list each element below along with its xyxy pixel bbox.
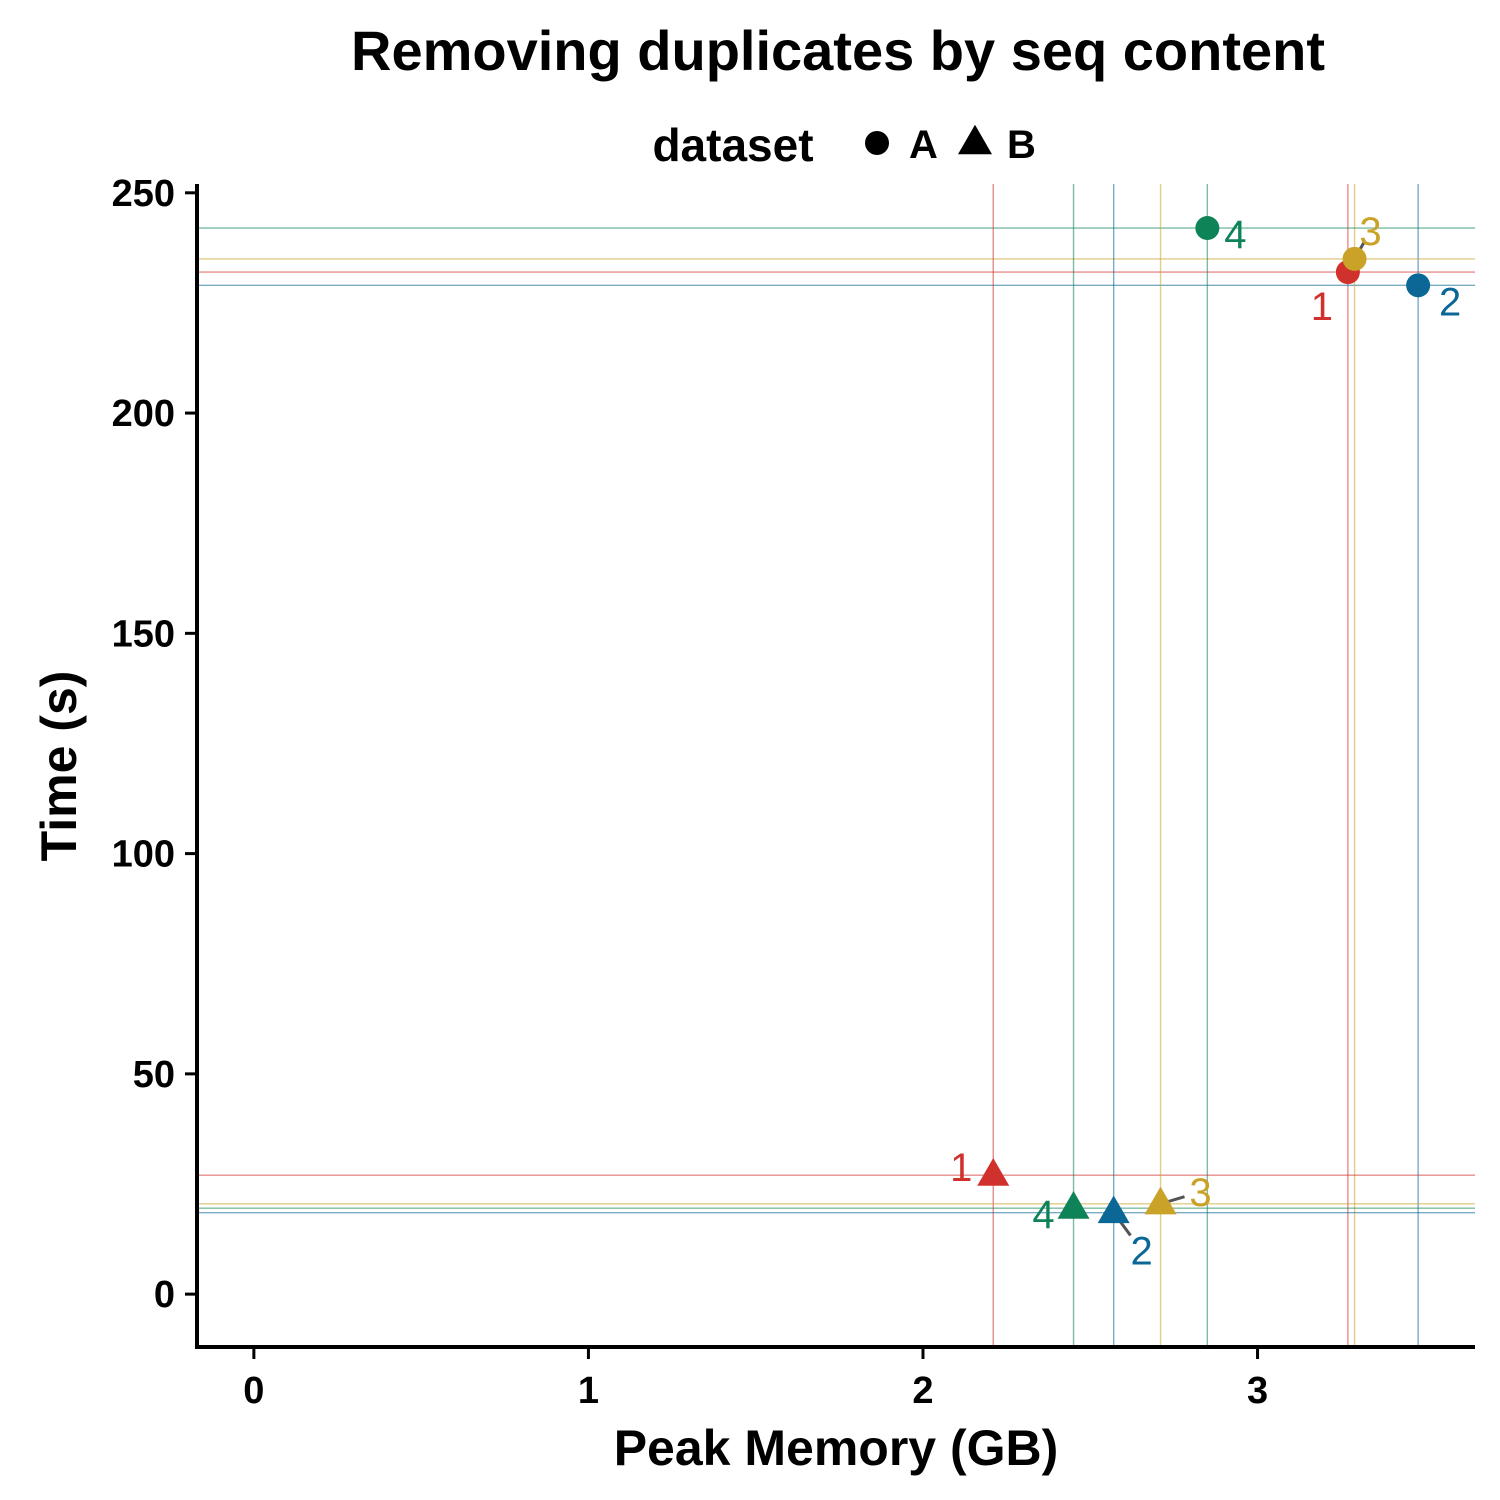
x-axis-title: Peak Memory (GB) (614, 1420, 1059, 1476)
legend-label-a: A (909, 123, 938, 167)
point-label-b-2: 2 (1131, 1230, 1153, 1274)
point-a-2 (1406, 273, 1431, 298)
x-tick-label: 3 (1247, 1370, 1268, 1412)
y-tick-label: 150 (112, 613, 175, 655)
y-tick-label: 200 (112, 393, 175, 435)
legend-swatch-a (865, 131, 889, 155)
x-tick-label: 2 (912, 1370, 933, 1412)
point-label-b-4: 4 (1032, 1193, 1054, 1237)
y-tick-label: 0 (154, 1274, 175, 1316)
point-label-b-1: 1 (950, 1146, 972, 1190)
point-b-3 (1144, 1186, 1177, 1215)
x-tick-label: 1 (578, 1370, 599, 1412)
y-tick-label: 250 (112, 173, 175, 215)
point-b-2 (1097, 1195, 1130, 1224)
y-tick-label: 50 (133, 1054, 175, 1096)
legend-swatch-b (958, 124, 992, 155)
points (977, 216, 1431, 1224)
point-label-a-1: 1 (1311, 285, 1333, 329)
legend-title: dataset (652, 119, 813, 171)
y-tick-label: 100 (112, 834, 175, 876)
chart-title: Removing duplicates by seq content (351, 19, 1325, 82)
point-a-3 (1342, 246, 1367, 271)
point-b-1 (977, 1158, 1010, 1186)
point-label-b-3: 3 (1189, 1171, 1211, 1215)
y-ticks: 0 50 100 150 200 250 (112, 173, 197, 1316)
legend-label-b: B (1007, 123, 1036, 167)
point-label-a-3: 3 (1359, 210, 1381, 254)
x-ticks: 0 1 2 3 (243, 1347, 1268, 1412)
x-tick-label: 0 (243, 1370, 264, 1412)
label-segments (1112, 241, 1366, 1237)
point-a-4 (1195, 216, 1220, 241)
y-axis-title: Time (s) (31, 671, 87, 862)
guide-lines (197, 184, 1475, 1347)
legend: dataset A B (652, 119, 1035, 171)
point-label-a-2: 2 (1439, 280, 1461, 324)
point-b-4 (1057, 1191, 1090, 1219)
point-label-a-4: 4 (1224, 213, 1246, 257)
